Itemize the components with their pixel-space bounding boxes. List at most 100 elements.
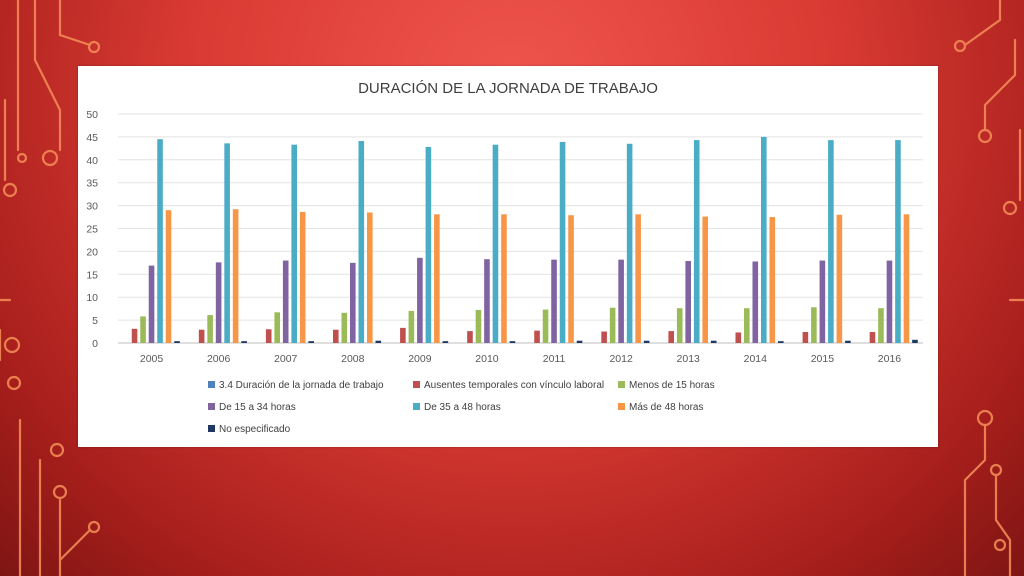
bar-2014-s1 bbox=[735, 332, 742, 343]
bar-2011-s2 bbox=[542, 309, 549, 343]
legend-item: No especificado bbox=[208, 424, 291, 435]
bar-2008-s5 bbox=[366, 212, 373, 343]
bar-2010-s3 bbox=[484, 259, 490, 343]
legend-item: 3.4 Duración de la jornada de trabajo bbox=[208, 380, 384, 391]
bar-2013-s5 bbox=[702, 216, 709, 343]
bar-2016-s6 bbox=[912, 339, 918, 343]
bar-2009-s6 bbox=[442, 341, 449, 343]
y-tick-label: 15 bbox=[86, 269, 98, 281]
bar-2007-s1 bbox=[265, 329, 272, 343]
bar-2008-s1 bbox=[332, 329, 339, 343]
legend-label: Ausentes temporales con vínculo laboral bbox=[424, 380, 604, 391]
bar-2016-s1 bbox=[869, 332, 876, 343]
bar-2009-s2 bbox=[408, 310, 415, 343]
bar-2014-s2 bbox=[743, 308, 750, 343]
bar-2006-s4 bbox=[224, 143, 230, 343]
legend-swatch bbox=[413, 381, 420, 388]
bar-2016-s4 bbox=[895, 140, 901, 343]
x-tick-label: 2009 bbox=[408, 353, 432, 365]
bar-2015-s3 bbox=[819, 260, 826, 343]
x-tick-label: 2006 bbox=[207, 353, 231, 365]
x-tick-label: 2014 bbox=[744, 353, 768, 365]
bar-2016-s2 bbox=[878, 308, 884, 343]
y-tick-label: 10 bbox=[86, 292, 98, 304]
y-tick-label: 5 bbox=[92, 315, 98, 327]
bar-2007-s3 bbox=[282, 260, 289, 343]
bar-2009-s4 bbox=[425, 146, 432, 343]
bar-2012-s1 bbox=[601, 331, 607, 343]
bar-2006-s2 bbox=[207, 315, 213, 343]
y-tick-label: 50 bbox=[86, 109, 98, 121]
y-tick-label: 0 bbox=[92, 338, 98, 350]
bar-2007-s2 bbox=[274, 312, 281, 343]
y-tick-label: 25 bbox=[86, 224, 98, 236]
bar-2015-s5 bbox=[836, 214, 843, 343]
bar-2010-s6 bbox=[509, 341, 516, 343]
legend-item: Ausentes temporales con vínculo laboral bbox=[413, 380, 604, 391]
bar-2014-s6 bbox=[777, 341, 784, 343]
x-tick-label: 2007 bbox=[274, 353, 298, 365]
x-tick-label: 2012 bbox=[609, 353, 633, 365]
legend-swatch bbox=[208, 403, 215, 410]
bar-2005-s6 bbox=[174, 341, 180, 343]
legend-label: De 15 a 34 horas bbox=[219, 402, 296, 413]
legend-label: Más de 48 horas bbox=[629, 402, 704, 413]
bar-2009-s5 bbox=[434, 214, 440, 343]
bar-2007-s4 bbox=[291, 144, 298, 343]
y-tick-label: 45 bbox=[86, 132, 98, 144]
bar-2005-s2 bbox=[140, 316, 146, 343]
bar-2007-s6 bbox=[308, 341, 315, 343]
bar-2010-s5 bbox=[501, 214, 507, 343]
bar-2012-s3 bbox=[618, 259, 624, 343]
legend-label: No especificado bbox=[219, 424, 291, 435]
bar-2016-s3 bbox=[886, 260, 893, 343]
x-tick-label: 2013 bbox=[677, 353, 701, 365]
y-tick-label: 35 bbox=[86, 178, 98, 190]
bar-2015-s2 bbox=[811, 307, 817, 343]
bar-2011-s1 bbox=[534, 330, 540, 343]
bar-2012-s2 bbox=[609, 307, 616, 343]
bar-2011-s5 bbox=[568, 215, 574, 343]
legend-item: De 35 a 48 horas bbox=[413, 402, 501, 413]
bar-2005-s1 bbox=[131, 328, 138, 343]
bar-2008-s4 bbox=[358, 141, 365, 343]
bar-2006-s3 bbox=[215, 262, 222, 343]
legend-label: 3.4 Duración de la jornada de trabajo bbox=[219, 380, 384, 391]
chart-panel: DURACIÓN DE LA JORNADA DE TRABAJO 0 5 10 15… bbox=[78, 66, 938, 447]
bar-2010-s4 bbox=[492, 144, 499, 343]
bar-2010-s1 bbox=[467, 331, 473, 343]
bar-2013-s1 bbox=[668, 331, 675, 343]
bar-2011-s3 bbox=[551, 259, 557, 343]
x-tick-label: 2015 bbox=[811, 353, 835, 365]
y-tick-label: 40 bbox=[86, 155, 98, 167]
legend-swatch bbox=[618, 381, 625, 388]
bar-2014-s4 bbox=[760, 136, 767, 343]
bar-2014-s5 bbox=[769, 217, 776, 343]
bar-2005-s3 bbox=[148, 265, 155, 343]
bar-2013-s6 bbox=[710, 340, 717, 343]
legend-item: Más de 48 horas bbox=[618, 402, 704, 413]
y-tick-label: 30 bbox=[86, 201, 98, 213]
bar-2012-s4 bbox=[626, 143, 633, 343]
legend-swatch bbox=[208, 425, 215, 432]
bar-2014-s3 bbox=[752, 261, 759, 343]
y-tick-label: 20 bbox=[86, 246, 98, 258]
legend-label: De 35 a 48 horas bbox=[424, 402, 501, 413]
bar-2007-s5 bbox=[299, 212, 306, 343]
bar-2015-s6 bbox=[845, 340, 851, 343]
legend-label: Menos de 15 horas bbox=[629, 380, 715, 391]
bar-2013-s2 bbox=[676, 308, 683, 343]
legend-swatch bbox=[208, 381, 215, 388]
bar-2006-s6 bbox=[241, 341, 247, 343]
x-tick-label: 2016 bbox=[878, 353, 902, 365]
bar-2012-s6 bbox=[643, 340, 650, 343]
bar-2012-s5 bbox=[635, 214, 641, 343]
bar-2011-s6 bbox=[576, 340, 583, 343]
bar-2015-s1 bbox=[802, 332, 809, 343]
bar-2005-s4 bbox=[157, 139, 163, 343]
bar-2009-s3 bbox=[417, 257, 423, 343]
bar-2015-s4 bbox=[828, 140, 834, 343]
legend-swatch bbox=[413, 403, 420, 410]
x-tick-label: 2008 bbox=[341, 353, 365, 365]
